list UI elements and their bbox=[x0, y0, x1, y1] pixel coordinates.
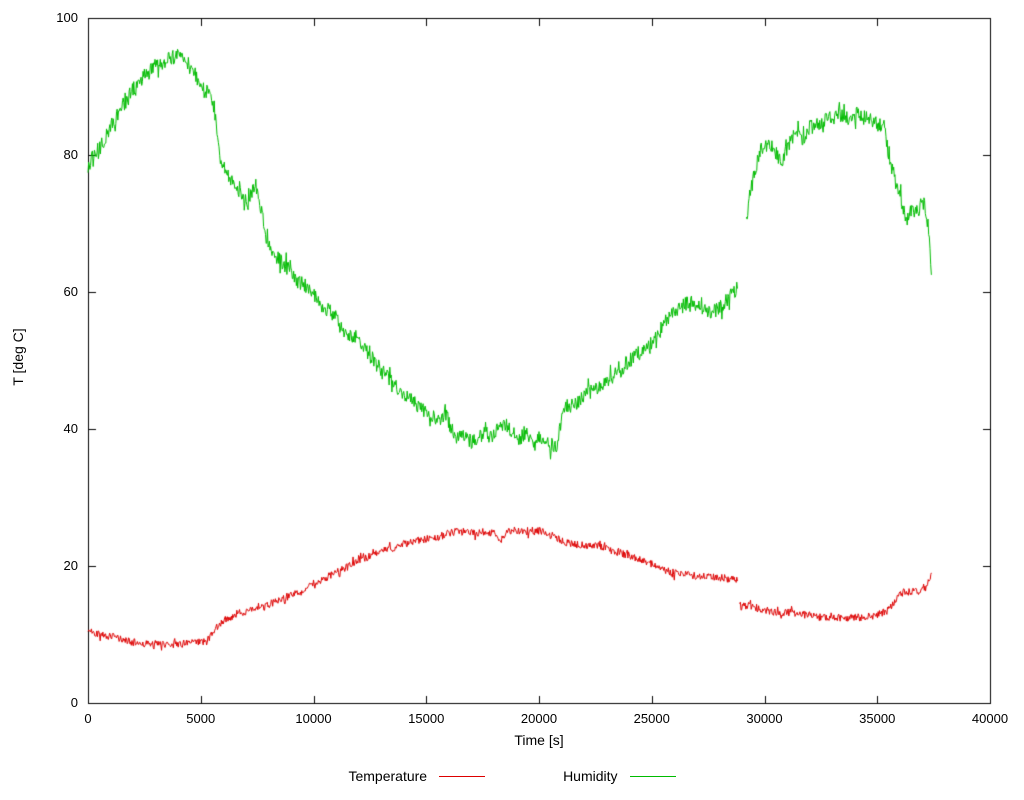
x-tick-label: 30000 bbox=[746, 711, 783, 726]
temperature-line-swatch bbox=[439, 775, 486, 777]
y-tick-label: 20 bbox=[63, 558, 78, 573]
x-axis-title: Time [s] bbox=[514, 732, 564, 748]
x-tick-label: 5000 bbox=[186, 711, 216, 726]
legend-label-temperature: Temperature bbox=[348, 768, 428, 784]
x-tick-label: 35000 bbox=[859, 711, 896, 726]
legend-item-humidity: Humidity bbox=[563, 768, 676, 784]
x-tick-label: 20000 bbox=[520, 711, 558, 726]
x-tick-label: 15000 bbox=[408, 711, 445, 726]
y-tick-label: 60 bbox=[63, 284, 78, 299]
x-tick-label: 25000 bbox=[633, 711, 670, 726]
y-tick-label: 40 bbox=[63, 421, 78, 436]
y-axis-title: T [deg C] bbox=[10, 328, 26, 386]
legend-label-humidity: Humidity bbox=[563, 768, 618, 784]
y-tick-label: 0 bbox=[70, 695, 78, 710]
y-tick-label: 80 bbox=[63, 147, 78, 162]
legend-item-temperature: Temperature bbox=[348, 768, 486, 784]
humidity-line-swatch bbox=[629, 775, 676, 777]
y-tick-label: 100 bbox=[56, 10, 78, 25]
legend: Temperature Humidity bbox=[0, 768, 1024, 784]
x-tick-label: 10000 bbox=[295, 711, 332, 726]
x-tick-label: 40000 bbox=[971, 711, 1009, 726]
x-tick-label: 0 bbox=[84, 711, 92, 726]
